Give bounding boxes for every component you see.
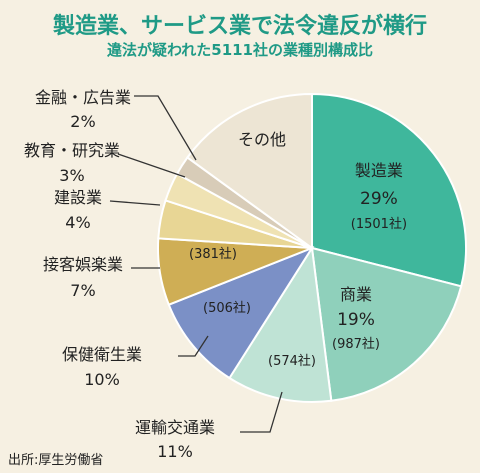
chart-title: 製造業、サービス業で法令違反が横行: [52, 13, 427, 39]
leader-lines: [109, 95, 283, 433]
slice-label-count-保健衛生業: (506社): [203, 300, 251, 316]
slice-label-pct-運輸交通業: 11%: [157, 442, 193, 461]
slice-label-pct-教育-研究業: 3%: [59, 166, 84, 185]
leader-line-運輸交通業: [240, 391, 283, 433]
slice-label-name-運輸交通業: 運輸交通業: [135, 418, 215, 437]
slice-label-name-保健衛生業: 保健衛生業: [62, 345, 142, 364]
slice-label-name-その他: その他: [238, 130, 286, 149]
slice-label-name-製造業: 製造業: [355, 161, 403, 180]
source-note: 出所:厚生労働省: [8, 453, 103, 468]
leader-line-建設業: [109, 200, 161, 206]
slice-label-name-商業: 商業: [340, 285, 372, 304]
leader-line-金融-広告業: [134, 95, 197, 161]
pie-slice-製造業: [311, 92, 467, 288]
slice-label-count-運輸交通業: (574社): [268, 353, 316, 369]
slice-label-pct-建設業: 4%: [65, 213, 90, 232]
slice-label-name-接客娯楽業: 接客娯楽業: [43, 255, 123, 274]
slice-label-name-教育-研究業: 教育・研究業: [24, 141, 120, 160]
slice-label-pct-接客娯楽業: 7%: [70, 281, 95, 300]
slice-label-pct-金融-広告業: 2%: [70, 112, 95, 131]
pie-slice-運輸交通業: [228, 245, 333, 403]
pie-slice-その他: [186, 92, 313, 250]
slice-label-pct-保健衛生業: 10%: [84, 370, 120, 389]
leader-line-教育-研究業: [117, 153, 186, 178]
slice-label-count-製造業: (1501社): [351, 216, 407, 232]
leader-line-保健衛生業: [178, 335, 209, 357]
pie-slice-商業: [310, 246, 463, 402]
slice-label-pct-製造業: 29%: [360, 189, 398, 209]
slice-label-name-建設業: 建設業: [54, 188, 102, 207]
chart-subtitle: 違法が疑われた5111社の業種別構成比: [107, 41, 373, 59]
slice-label-count-商業: (987社): [332, 336, 380, 352]
pie-slice-保健衛生業: [167, 245, 315, 380]
slice-label-name-金融-広告業: 金融・広告業: [35, 88, 131, 107]
pie-slices: [157, 92, 467, 403]
slice-labels: 製造業 29% (1501社) 商業 19% (987社) (574社) 運輸交通業 11% (5…: [24, 88, 407, 461]
slice-label-pct-商業: 19%: [337, 310, 375, 330]
slice-label-count-接客娯楽業: (381社): [189, 246, 237, 262]
